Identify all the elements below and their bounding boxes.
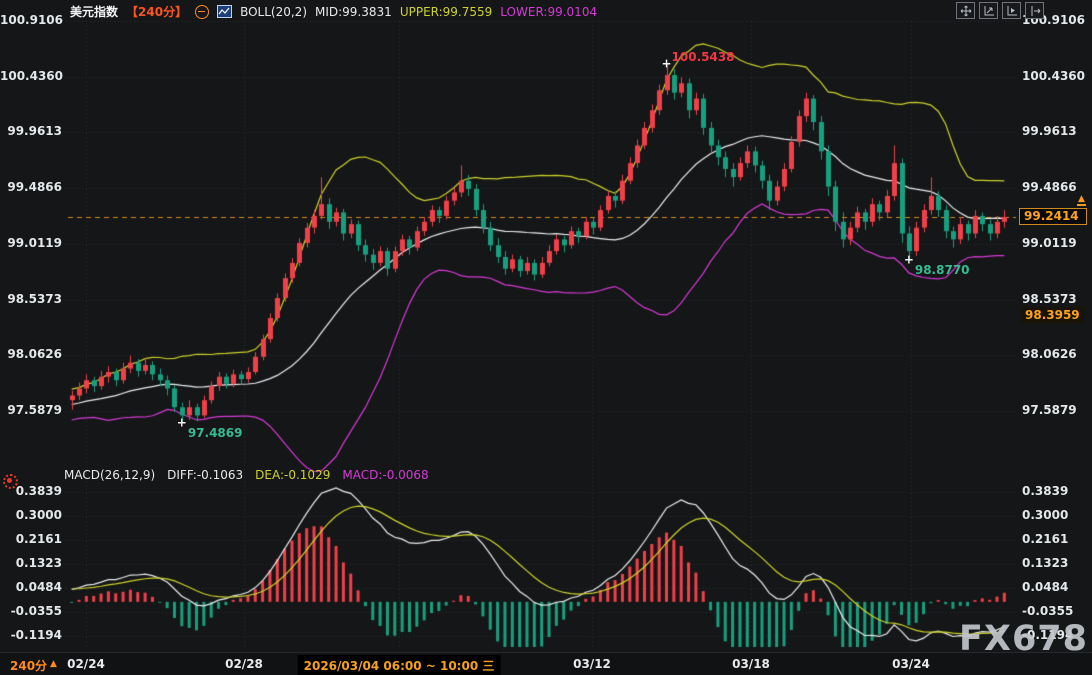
hovered-time-readout: 2026/03/04 06:00 ~ 10:00 三 [297, 655, 501, 675]
price-tick: 100.4360 [0, 69, 64, 83]
play-axis-icon[interactable] [1002, 2, 1021, 19]
early-low-annotation: 97.4869 [187, 425, 243, 440]
macd-tick: 0.0484 [15, 580, 62, 594]
macd-tick: 0.3000 [15, 508, 62, 522]
macd-diff-value: DIFF:-0.1063 [167, 468, 244, 482]
chart-header: 美元指数 【240分】 BOLL(20,2) MID:99.3831 UPPER… [70, 3, 597, 20]
macd-tick: 0.3000 [1022, 508, 1069, 522]
macd-tick: 0.1323 [1022, 556, 1069, 570]
price-tick: 98.0626 [7, 347, 62, 361]
timeframe-label: 【240分】 [126, 5, 188, 19]
boll-upper-value: UPPER:99.7559 [399, 4, 493, 19]
time-tick: 03/24 [892, 657, 930, 671]
crosshair-move-icon[interactable] [956, 2, 975, 19]
high-marker-cross-icon: + [661, 56, 672, 71]
macd-tick: -0.0355 [1022, 604, 1074, 618]
time-tick: 02/24 [67, 657, 105, 671]
price-arrow-icon: ▲ [1077, 193, 1086, 206]
macd-header: MACD(26,12,9) DIFF:-0.1063 DEA:-0.1029 M… [64, 468, 429, 482]
early-low-marker-cross-icon: + [176, 415, 187, 430]
secondary-price-badge: 98.3959 [1021, 307, 1084, 324]
price-tick: 98.5373 [1022, 292, 1077, 306]
macd-tick: -0.0355 [10, 604, 62, 618]
price-tick: 98.0626 [1022, 347, 1077, 361]
macd-tick: 0.2161 [1022, 532, 1069, 546]
watermark: FX678 [959, 619, 1088, 659]
macd-tick: 0.0484 [1022, 580, 1069, 594]
boll-mid-value: MID:99.3831 [315, 4, 392, 19]
macd-dea-value: DEA:-0.1029 [255, 468, 331, 482]
boll-label: BOLL(20,2) [240, 4, 307, 19]
collapse-circle-icon[interactable] [195, 4, 210, 19]
time-axis: 240分 ▲ 02/24 02/28 03/12 03/18 03/24 202… [0, 652, 1092, 675]
indicator-settings-icon[interactable] [3, 474, 18, 489]
zoom-axis-icon[interactable] [979, 2, 998, 19]
timeframe-selector[interactable]: 240分 [10, 659, 48, 673]
macd-tick: -0.1194 [10, 628, 62, 642]
price-tick: 97.5879 [1022, 403, 1077, 417]
indicator-chart-icon [217, 5, 233, 18]
price-tick: 99.0119 [1022, 236, 1077, 250]
macd-tick: 0.3839 [1022, 484, 1069, 498]
high-annotation: 100.5438 [671, 50, 735, 65]
current-price-badge: 99.2414 [1019, 207, 1087, 225]
low-marker-cross-icon: + [903, 251, 914, 266]
pan-right-icon[interactable] [1025, 2, 1044, 19]
price-tick: 99.0119 [7, 236, 62, 250]
price-tick: 98.5373 [7, 292, 62, 306]
macd-name: MACD(26,12,9) [64, 468, 156, 482]
price-tick: 99.9613 [7, 124, 62, 138]
chart-toolbar [956, 2, 1044, 19]
macd-hist-value: MACD:-0.0068 [342, 468, 429, 482]
price-tick: 100.9106 [0, 13, 64, 27]
boll-lower-value: LOWER:99.0104 [500, 4, 598, 19]
price-tick: 99.9613 [1022, 124, 1077, 138]
macd-tick: -0.1194 [1022, 628, 1074, 642]
price-tick: 99.4866 [1022, 180, 1077, 194]
time-tick: 03/18 [732, 657, 770, 671]
low-annotation: 98.8770 [914, 262, 970, 277]
macd-tick: 0.2161 [15, 532, 62, 546]
macd-tick: 0.1323 [15, 556, 62, 570]
time-tick: 02/28 [225, 657, 263, 671]
price-tick: 97.5879 [7, 403, 62, 417]
time-tick: 03/12 [573, 657, 611, 671]
macd-tick: 0.3839 [15, 484, 62, 498]
timeframe-up-icon: ▲ [50, 659, 57, 669]
price-tick: 100.4360 [1022, 69, 1086, 83]
symbol-name: 美元指数 [70, 5, 119, 19]
price-tick: 99.4866 [7, 180, 62, 194]
